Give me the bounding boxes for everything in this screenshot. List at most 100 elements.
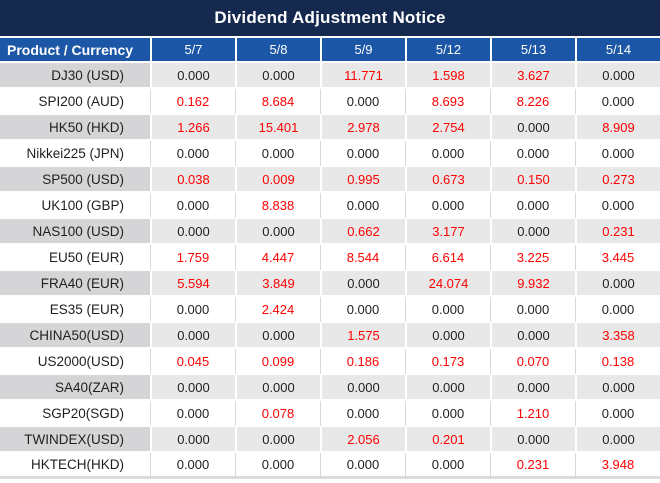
value-cell: 0.000 bbox=[150, 297, 235, 323]
value-cell: 0.000 bbox=[405, 297, 490, 323]
table-row: SP500 (USD) 0.038 0.009 0.995 0.673 0.150 0.27… bbox=[0, 167, 660, 193]
product-cell: CHINA50(USD) bbox=[0, 323, 150, 349]
value-cell: 2.754 bbox=[405, 115, 490, 141]
value-cell: 0.000 bbox=[150, 401, 235, 427]
table-row: HKTECH(HKD) 0.000 0.000 0.000 0.000 0.231 3.94… bbox=[0, 453, 660, 479]
value-cell: 0.000 bbox=[575, 297, 660, 323]
value-cell: 2.978 bbox=[320, 115, 405, 141]
value-cell: 0.000 bbox=[490, 219, 575, 245]
value-cell: 0.009 bbox=[235, 167, 320, 193]
value-cell: 2.056 bbox=[320, 427, 405, 453]
date-header: 5/7 bbox=[150, 38, 235, 63]
table-row: EU50 (EUR) 1.759 4.447 8.544 6.614 3.225 3.445 bbox=[0, 245, 660, 271]
table-row: DJ30 (USD) 0.000 0.000 11.771 1.598 3.627 0.00… bbox=[0, 63, 660, 89]
table-row: SPI200 (AUD) 0.162 8.684 0.000 8.693 8.226 0.0… bbox=[0, 89, 660, 115]
value-cell: 0.000 bbox=[235, 219, 320, 245]
table-row: SGP20(SGD) 0.000 0.078 0.000 0.000 1.210 0.000 bbox=[0, 401, 660, 427]
value-cell: 0.000 bbox=[320, 271, 405, 297]
value-cell: 0.162 bbox=[150, 89, 235, 115]
table-row: CHINA50(USD) 0.000 0.000 1.575 0.000 0.000 3.3… bbox=[0, 323, 660, 349]
value-cell: 0.000 bbox=[320, 193, 405, 219]
value-cell: 4.447 bbox=[235, 245, 320, 271]
product-cell: HKTECH(HKD) bbox=[0, 453, 150, 479]
value-cell: 0.000 bbox=[575, 427, 660, 453]
product-cell: UK100 (GBP) bbox=[0, 193, 150, 219]
value-cell: 0.000 bbox=[320, 297, 405, 323]
value-cell: 1.266 bbox=[150, 115, 235, 141]
value-cell: 3.225 bbox=[490, 245, 575, 271]
value-cell: 0.000 bbox=[575, 193, 660, 219]
product-cell: Nikkei225 (JPN) bbox=[0, 141, 150, 167]
value-cell: 8.226 bbox=[490, 89, 575, 115]
product-cell: DJ30 (USD) bbox=[0, 63, 150, 89]
value-cell: 3.177 bbox=[405, 219, 490, 245]
table-header: Product / Currency 5/7 5/8 5/9 5/12 5/13… bbox=[0, 38, 660, 63]
product-cell: SPI200 (AUD) bbox=[0, 89, 150, 115]
value-cell: 0.000 bbox=[405, 453, 490, 479]
product-cell: NAS100 (USD) bbox=[0, 219, 150, 245]
product-cell: FRA40 (EUR) bbox=[0, 271, 150, 297]
product-cell: SA40(ZAR) bbox=[0, 375, 150, 401]
value-cell: 0.150 bbox=[490, 167, 575, 193]
value-cell: 0.000 bbox=[320, 375, 405, 401]
value-cell: 0.000 bbox=[235, 63, 320, 89]
value-cell: 8.544 bbox=[320, 245, 405, 271]
value-cell: 0.231 bbox=[490, 453, 575, 479]
product-cell: TWINDEX(USD) bbox=[0, 427, 150, 453]
value-cell: 5.594 bbox=[150, 271, 235, 297]
value-cell: 0.000 bbox=[575, 271, 660, 297]
value-cell: 1.210 bbox=[490, 401, 575, 427]
value-cell: 0.038 bbox=[150, 167, 235, 193]
value-cell: 0.000 bbox=[150, 323, 235, 349]
value-cell: 0.000 bbox=[320, 401, 405, 427]
title-bar: Dividend Adjustment Notice bbox=[0, 0, 660, 38]
date-header: 5/12 bbox=[405, 38, 490, 63]
value-cell: 0.000 bbox=[490, 427, 575, 453]
product-currency-header: Product / Currency bbox=[0, 38, 150, 63]
value-cell: 0.070 bbox=[490, 349, 575, 375]
table-row: US2000(USD) 0.045 0.099 0.186 0.173 0.070 0.13… bbox=[0, 349, 660, 375]
value-cell: 3.627 bbox=[490, 63, 575, 89]
value-cell: 0.231 bbox=[575, 219, 660, 245]
value-cell: 0.000 bbox=[150, 427, 235, 453]
value-cell: 0.273 bbox=[575, 167, 660, 193]
value-cell: 1.598 bbox=[405, 63, 490, 89]
value-cell: 0.138 bbox=[575, 349, 660, 375]
value-cell: 0.000 bbox=[575, 63, 660, 89]
value-cell: 0.000 bbox=[490, 141, 575, 167]
value-cell: 11.771 bbox=[320, 63, 405, 89]
table-row: SA40(ZAR) 0.000 0.000 0.000 0.000 0.000 0.000 bbox=[0, 375, 660, 401]
product-cell: SP500 (USD) bbox=[0, 167, 150, 193]
value-cell: 3.445 bbox=[575, 245, 660, 271]
table-row: UK100 (GBP) 0.000 8.838 0.000 0.000 0.000 0.00… bbox=[0, 193, 660, 219]
product-cell: SGP20(SGD) bbox=[0, 401, 150, 427]
table-row: Nikkei225 (JPN) 0.000 0.000 0.000 0.000 0.000… bbox=[0, 141, 660, 167]
product-cell: EU50 (EUR) bbox=[0, 245, 150, 271]
date-header: 5/13 bbox=[490, 38, 575, 63]
value-cell: 24.074 bbox=[405, 271, 490, 297]
value-cell: 0.995 bbox=[320, 167, 405, 193]
date-header: 5/14 bbox=[575, 38, 660, 63]
table-row: ES35 (EUR) 0.000 2.424 0.000 0.000 0.000 0.000 bbox=[0, 297, 660, 323]
value-cell: 0.000 bbox=[150, 219, 235, 245]
value-cell: 0.000 bbox=[490, 297, 575, 323]
value-cell: 0.000 bbox=[150, 453, 235, 479]
value-cell: 0.673 bbox=[405, 167, 490, 193]
value-cell: 0.000 bbox=[235, 453, 320, 479]
value-cell: 0.000 bbox=[150, 63, 235, 89]
value-cell: 2.424 bbox=[235, 297, 320, 323]
value-cell: 3.358 bbox=[575, 323, 660, 349]
value-cell: 0.099 bbox=[235, 349, 320, 375]
value-cell: 0.000 bbox=[235, 141, 320, 167]
header-row: Product / Currency 5/7 5/8 5/9 5/12 5/13… bbox=[0, 38, 660, 63]
value-cell: 0.173 bbox=[405, 349, 490, 375]
product-cell: ES35 (EUR) bbox=[0, 297, 150, 323]
value-cell: 15.401 bbox=[235, 115, 320, 141]
value-cell: 8.693 bbox=[405, 89, 490, 115]
value-cell: 0.000 bbox=[490, 375, 575, 401]
value-cell: 0.000 bbox=[405, 141, 490, 167]
value-cell: 0.045 bbox=[150, 349, 235, 375]
value-cell: 0.000 bbox=[405, 401, 490, 427]
value-cell: 0.201 bbox=[405, 427, 490, 453]
